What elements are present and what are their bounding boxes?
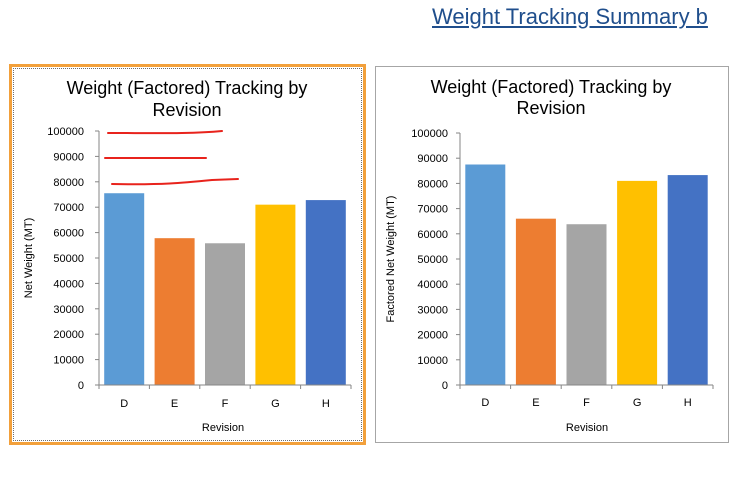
x-tick-label: H: [322, 398, 330, 410]
x-tick-label: G: [633, 397, 642, 409]
bar-g: [617, 180, 658, 385]
bar-h: [305, 200, 346, 385]
x-tick-label: F: [583, 397, 590, 409]
x-tick-label: H: [684, 397, 692, 409]
y-axis-label: Net Weight (MT): [23, 218, 35, 298]
chart-net-weight-plot: Weight (Factored) Tracking byRevision010…: [23, 78, 352, 434]
x-tick-label: E: [171, 398, 178, 410]
y-tick-label: 90000: [417, 153, 448, 165]
x-axis-label: Revision: [202, 422, 244, 434]
y-tick-label: 80000: [417, 178, 448, 190]
y-tick-label: 0: [78, 380, 84, 392]
y-tick-label: 40000: [53, 278, 84, 290]
chart-factored-net-weight[interactable]: Weight (Factored) Tracking by Revision 0 10…: [375, 66, 729, 443]
chart-title-line-2: Revision: [152, 100, 221, 120]
chart-factored-net-weight-plot: Weight (Factored) Tracking byRevision010…: [385, 77, 714, 434]
y-tick-label: 20000: [53, 329, 84, 341]
x-tick-label: D: [120, 398, 128, 410]
chart-title-line-2: Revision: [516, 98, 585, 118]
y-tick-label: 80000: [53, 177, 84, 189]
bar-f: [205, 243, 245, 385]
y-axis-label: Factored Net Weight (MT): [385, 196, 397, 323]
bar-e: [154, 238, 195, 385]
x-tick-label: F: [222, 398, 229, 410]
y-tick-label: 70000: [53, 202, 84, 214]
y-tick-label: 60000: [53, 228, 84, 240]
y-tick-label: 50000: [53, 253, 84, 265]
y-tick-label: 30000: [53, 304, 84, 316]
y-tick-label: 20000: [417, 330, 448, 342]
y-tick-label: 100000: [411, 128, 448, 140]
chart-selection-frame: [13, 68, 362, 441]
y-tick-label: 40000: [417, 279, 448, 291]
y-tick-label: 10000: [417, 355, 448, 367]
bar-d: [465, 164, 506, 385]
y-tick-label: 100000: [47, 126, 84, 138]
y-tick-label: 10000: [53, 355, 84, 367]
bar-g: [255, 204, 296, 385]
bar-e: [515, 218, 556, 385]
y-tick-label: 0: [442, 380, 448, 392]
x-tick-label: E: [532, 397, 539, 409]
y-tick-label: 50000: [417, 254, 448, 266]
annotation-stroke-80000: [111, 178, 239, 186]
bar-d: [104, 193, 145, 385]
chart-title-line-1: Weight (Factored) Tracking by: [431, 77, 672, 97]
x-tick-label: G: [271, 398, 280, 410]
bar-f: [566, 224, 607, 385]
x-axis-label: Revision: [566, 422, 608, 434]
y-tick-label: 70000: [417, 204, 448, 216]
page-title[interactable]: Weight Tracking Summary b: [432, 4, 708, 29]
annotation-stroke-100000: [107, 130, 223, 135]
chart-net-weight[interactable]: Weight (Factored) Tracking by Revision 0 10…: [9, 64, 366, 445]
y-tick-label: 30000: [417, 304, 448, 316]
y-tick-label: 60000: [417, 229, 448, 241]
x-tick-label: D: [481, 397, 489, 409]
bar-h: [667, 175, 708, 385]
y-tick-label: 90000: [53, 151, 84, 163]
chart-title-line-1: Weight (Factored) Tracking by: [67, 78, 308, 98]
